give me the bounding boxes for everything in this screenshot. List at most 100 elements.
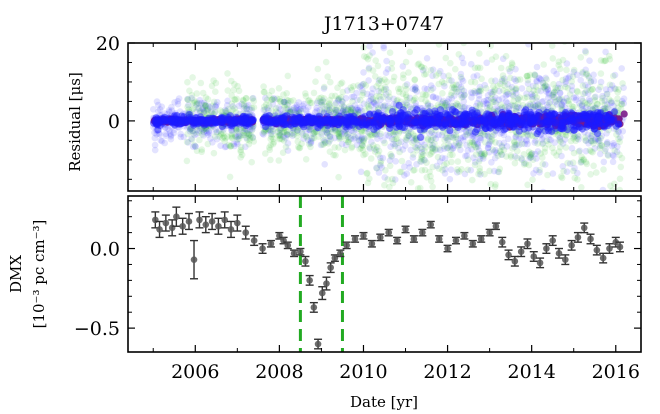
residual-point (386, 49, 394, 56)
residual-point (480, 155, 487, 162)
residual-point (269, 101, 277, 108)
residual-point (403, 212, 410, 219)
residual-point (531, 139, 539, 146)
residual-point (186, 128, 194, 135)
dmx-point (179, 222, 186, 230)
residual-point (418, 149, 426, 156)
residual-point (437, 112, 445, 120)
residual-point (463, 142, 470, 149)
residual-point (454, 166, 461, 173)
residual-point (538, 136, 546, 143)
residual-point (476, 155, 484, 163)
residual-point (248, 132, 255, 139)
residual-point (435, 80, 443, 88)
chart-title: J1713+0747 (322, 13, 444, 35)
residual-point (531, 71, 539, 79)
residual-point (527, 151, 534, 158)
residual-point (601, 101, 609, 108)
residual-point (455, 51, 463, 58)
residual-point (575, 133, 582, 140)
residual-point (288, 117, 296, 125)
residual-point (367, 93, 375, 100)
residual-point (485, 134, 493, 141)
residual-point (395, 144, 402, 152)
residual-point (436, 212, 443, 219)
residual-point (485, 140, 493, 148)
residual-point (616, 151, 623, 159)
residual-point (439, 90, 446, 97)
residual-point (481, 98, 488, 105)
residual-point (544, 171, 551, 179)
residual-point (609, 158, 617, 166)
dmx-point (297, 248, 304, 256)
residual-point (223, 107, 230, 115)
residual-point (350, 132, 357, 139)
residual-point (579, 70, 586, 77)
residual-point (334, 84, 341, 92)
residual-point (227, 119, 236, 127)
residual-point (570, 66, 578, 74)
residual-point (535, 101, 542, 108)
residual-point (283, 128, 291, 136)
residual-point (441, 82, 448, 90)
residual-point (518, 85, 526, 92)
residual-point (421, 156, 429, 164)
residual-point (296, 144, 303, 152)
residual-point (582, 81, 589, 89)
residual-point (447, 91, 455, 99)
residual-point (377, 154, 384, 162)
residual-point (451, 92, 458, 99)
residual-point (490, 167, 498, 175)
residual-point (457, 83, 465, 91)
residual-point (600, 122, 608, 130)
residual-point (354, 96, 361, 104)
y-tick-label-top: 20 (96, 33, 120, 55)
dmx-point (444, 245, 451, 252)
residual-point (330, 151, 337, 159)
residual-point (388, 135, 396, 143)
residual-point (516, 135, 523, 142)
residual-point (441, 100, 449, 107)
dmx-point (284, 242, 292, 249)
residual-point (249, 125, 256, 133)
residual-point (417, 144, 424, 151)
residual-point (306, 126, 313, 133)
residual-point (193, 108, 200, 115)
residual-point (461, 133, 469, 140)
residual-point (505, 65, 513, 73)
residual-point (441, 119, 449, 127)
residual-point (265, 107, 272, 114)
residual-point (586, 57, 593, 64)
residual-point (588, 131, 595, 139)
residual-point (620, 95, 628, 102)
residual-point (377, 157, 385, 165)
residual-point (287, 131, 294, 138)
residual-point (546, 136, 553, 143)
residual-point (369, 67, 377, 74)
dmx-point (593, 246, 601, 254)
residual-point (556, 89, 564, 97)
residual-point (367, 102, 375, 109)
residual-point (448, 77, 455, 84)
residual-point (449, 81, 457, 89)
residual-point (488, 77, 495, 85)
residual-point (307, 137, 315, 145)
residual-point (217, 142, 224, 149)
residual-point (424, 102, 432, 110)
residual-point (523, 136, 530, 144)
residual-point (556, 95, 563, 103)
residual-point (451, 84, 458, 91)
residual-point (358, 107, 365, 114)
residual-point (270, 95, 278, 102)
residual-point (260, 83, 267, 90)
residual-point (457, 91, 465, 99)
residual-point (521, 119, 530, 127)
residual-point (505, 90, 512, 98)
residual-point (564, 85, 572, 92)
residual-point (177, 133, 185, 141)
residual-point (478, 152, 485, 159)
residual-point (238, 100, 245, 108)
residual-point (610, 141, 618, 149)
residual-point (462, 128, 470, 135)
residual-point (359, 89, 367, 96)
